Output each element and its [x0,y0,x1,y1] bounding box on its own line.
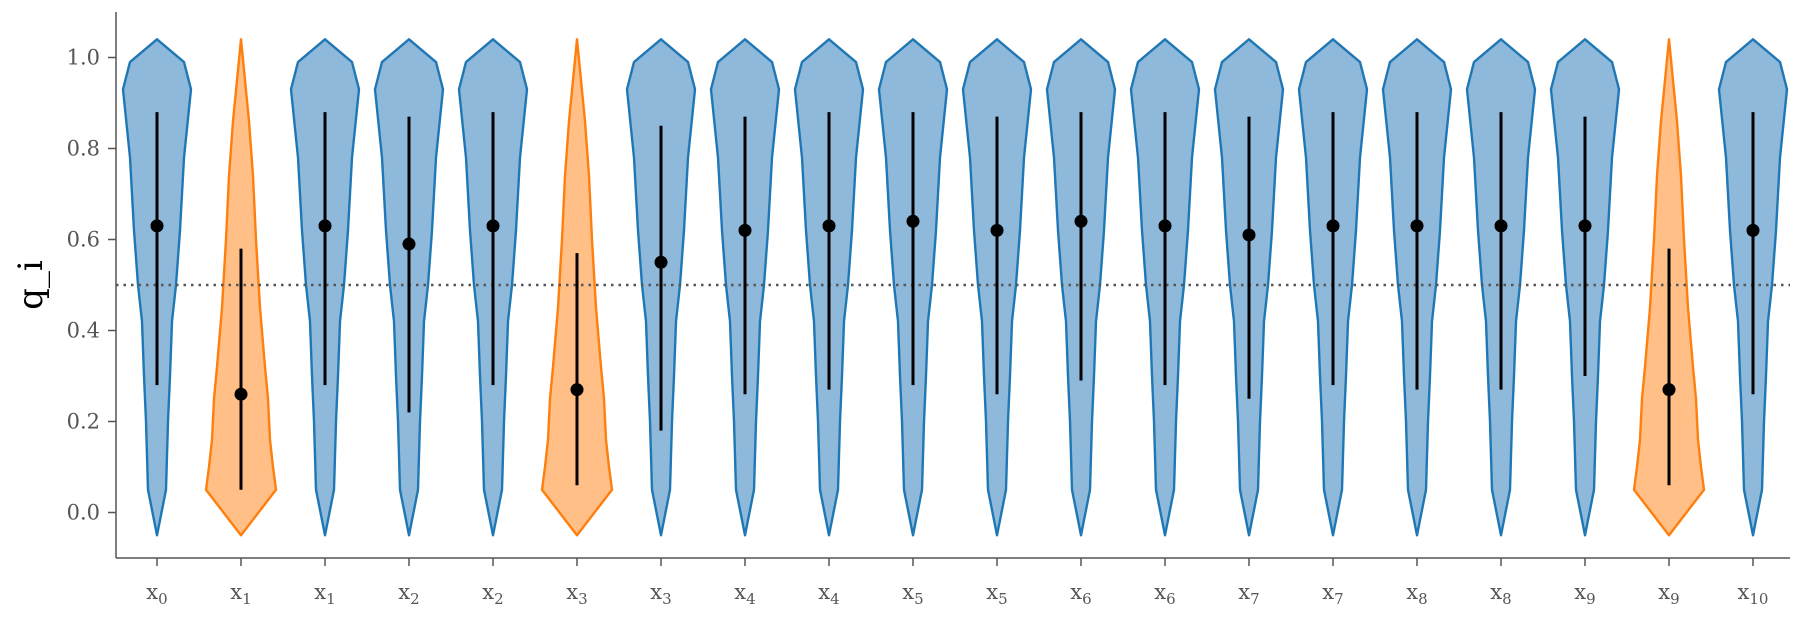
median-point [486,219,500,233]
x-tick-label: x0 [146,580,167,608]
y-ticks: 0.0 0.2 0.4 0.6 0.8 1.0 [67,46,116,525]
median-point [570,383,584,397]
median-point [1326,219,1340,233]
x-tick-label: x8 [1490,580,1511,608]
y-tick-label: 1.0 [67,46,100,70]
y-tick-label: 0.2 [67,410,100,434]
median-point [822,219,836,233]
x-tick-label: x1 [230,580,251,608]
median-point [1578,219,1592,233]
x-tick-label: x7 [1238,580,1259,608]
x-tick-label: x4 [818,580,839,608]
median-point [654,255,668,269]
x-tick-label: x10 [1738,580,1769,608]
median-point [738,223,752,237]
median-point [318,219,332,233]
x-tick-label: x5 [986,580,1007,608]
median-point [1746,223,1760,237]
median-point [150,219,164,233]
median-point [402,237,416,251]
x-tick-label: x2 [398,580,419,608]
x-tick-label: x9 [1574,580,1595,608]
x-tick-label: x3 [566,580,587,608]
median-point [990,223,1004,237]
x-tick-label: x5 [902,580,923,608]
median-point [1410,219,1424,233]
median-point [1242,228,1256,242]
x-tick-label: x4 [734,580,755,608]
x-tick-label: x7 [1322,580,1343,608]
violins-layer [121,38,1789,537]
whiskers-layer [150,112,1760,490]
median-point [234,387,248,401]
y-tick-label: 0.4 [67,319,100,343]
x-tick-label: x6 [1070,580,1091,608]
x-tick-label: x9 [1658,580,1679,608]
x-tick-label: x3 [650,580,671,608]
x-tick-label: x2 [482,580,503,608]
x-ticks: x0 x1 x1 x2 x2 x3 x3 x4 x4 x5 x5 x6 x6 x7 x7 x8 x8 x9 x9 x1… [146,558,1768,608]
median-point [1158,219,1172,233]
x-tick-label: x6 [1154,580,1175,608]
y-axis-label: q_i [11,260,51,310]
median-point [1494,219,1508,233]
y-tick-label: 0.6 [67,228,100,252]
y-tick-label: 0.0 [67,501,100,525]
median-point [906,214,920,228]
x-tick-label: x8 [1406,580,1427,608]
x-tick-label: x1 [314,580,335,608]
median-point [1662,383,1676,397]
y-tick-label: 0.8 [67,137,100,161]
median-point [1074,214,1088,228]
